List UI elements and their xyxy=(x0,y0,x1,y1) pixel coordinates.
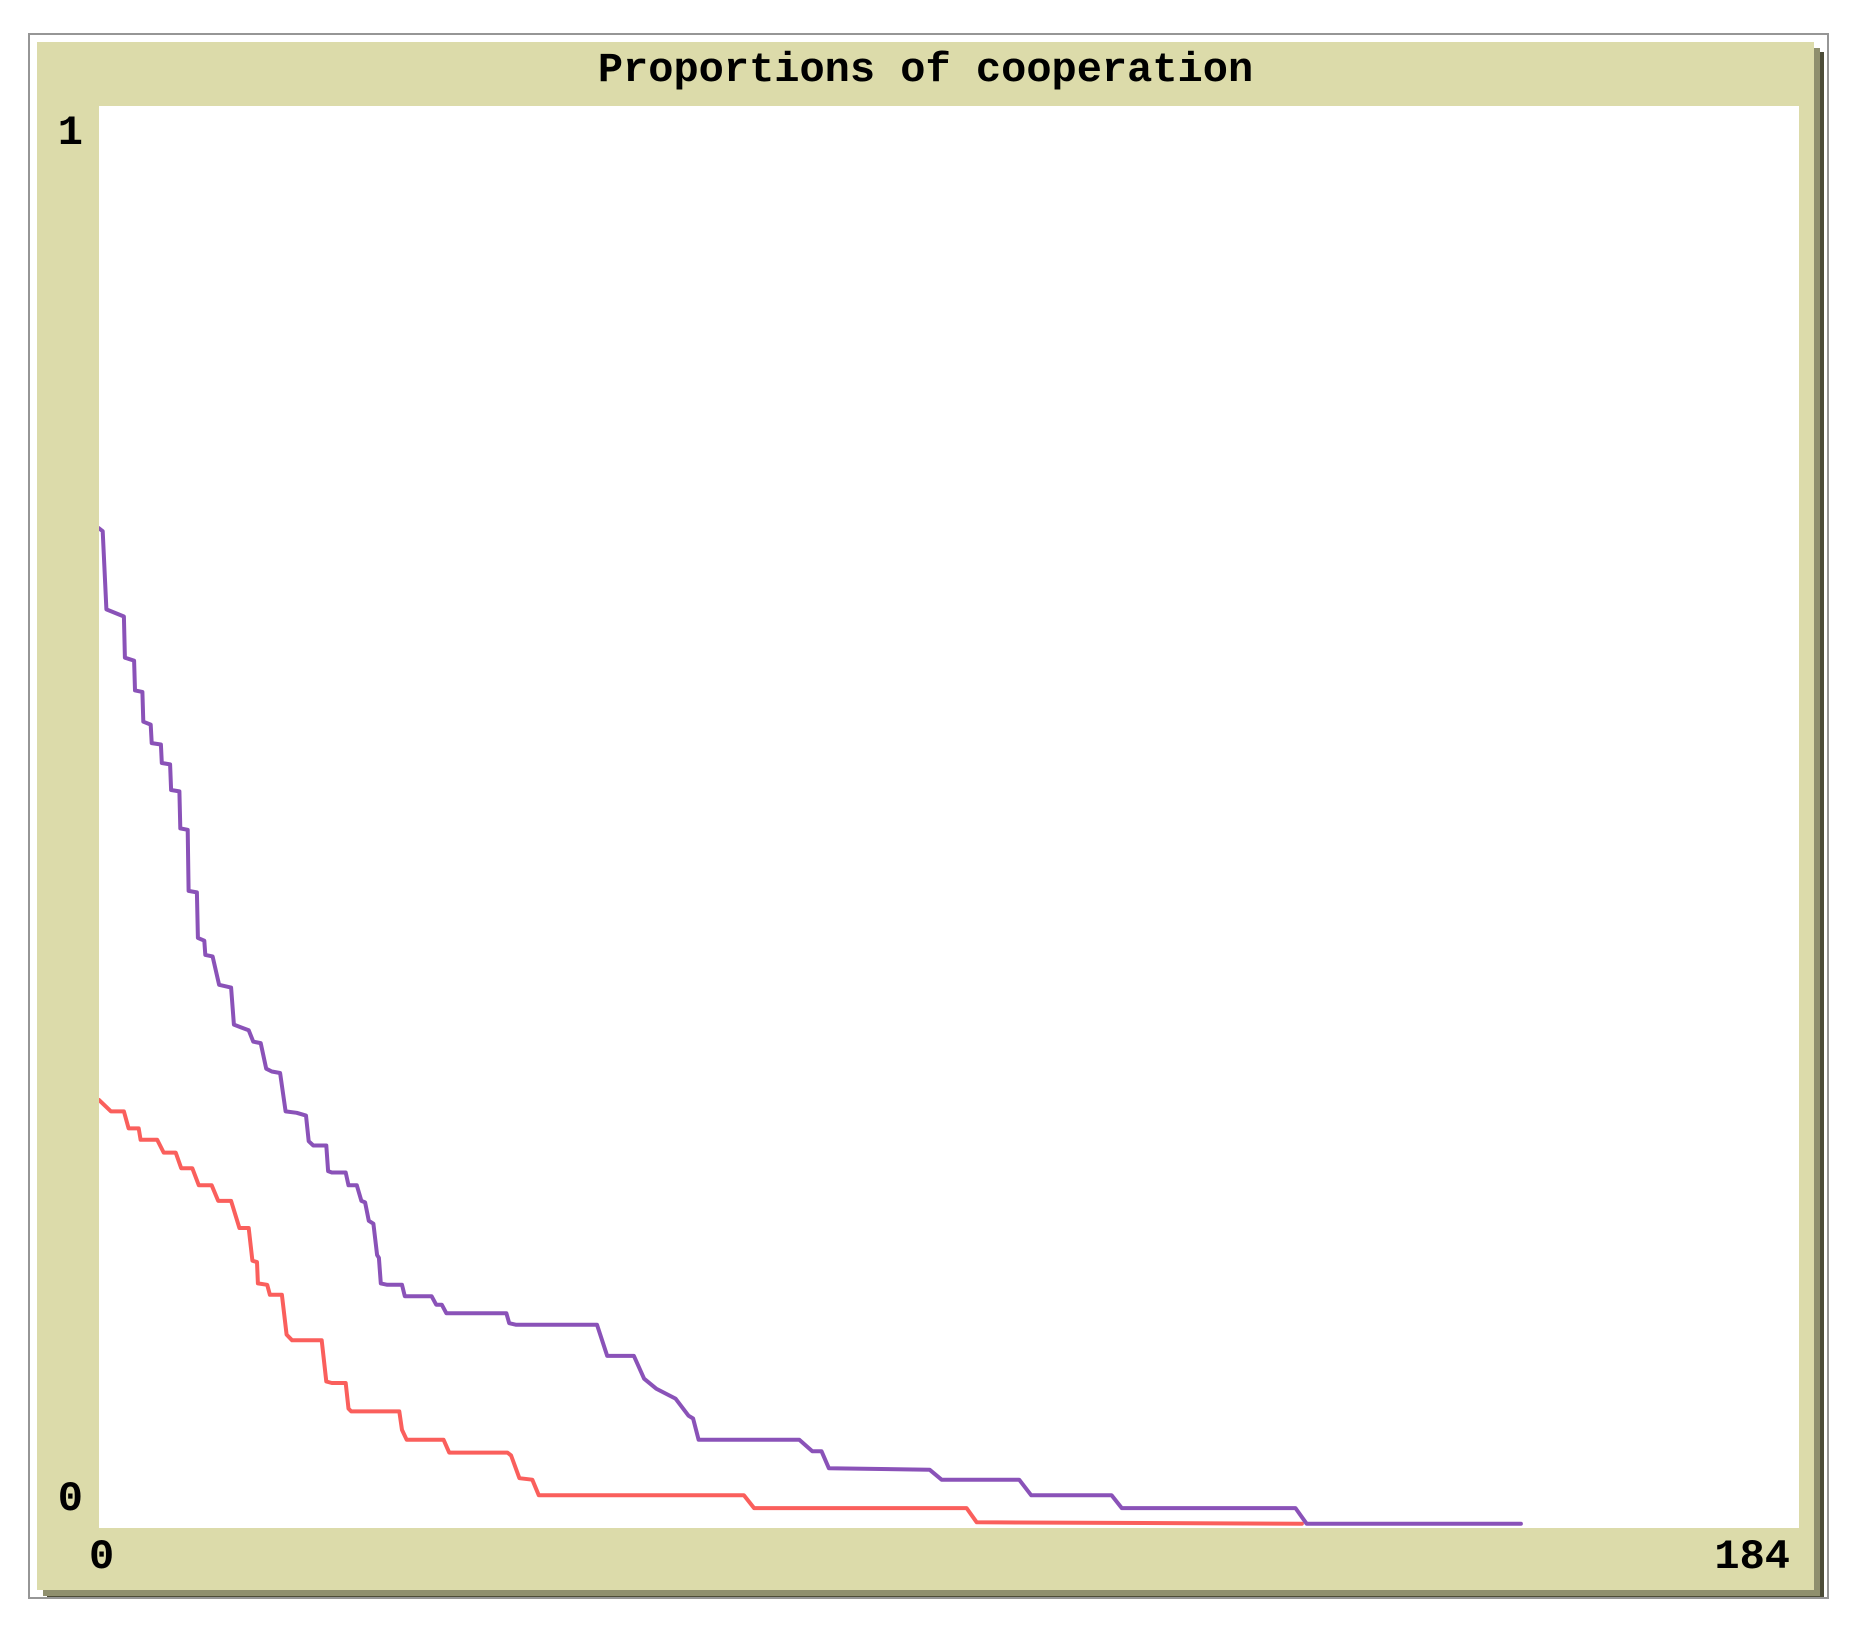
x-axis-max-label: 184 xyxy=(1714,1533,1790,1581)
plot-widget: Proportions of cooperation 1 0 0 184 xyxy=(28,33,1829,1599)
series-red-pen xyxy=(99,1098,1304,1526)
plot-area xyxy=(99,106,1799,1528)
plot-title: Proportions of cooperation xyxy=(597,46,1254,94)
x-axis-min-label: 0 xyxy=(89,1533,115,1581)
series-violet-pen xyxy=(99,526,1523,1526)
plot-panel: Proportions of cooperation 1 0 0 184 xyxy=(37,42,1814,1590)
y-axis-min-label: 0 xyxy=(57,1475,83,1523)
y-axis-max-label: 1 xyxy=(57,109,83,157)
chart-canvas xyxy=(99,526,1523,1526)
